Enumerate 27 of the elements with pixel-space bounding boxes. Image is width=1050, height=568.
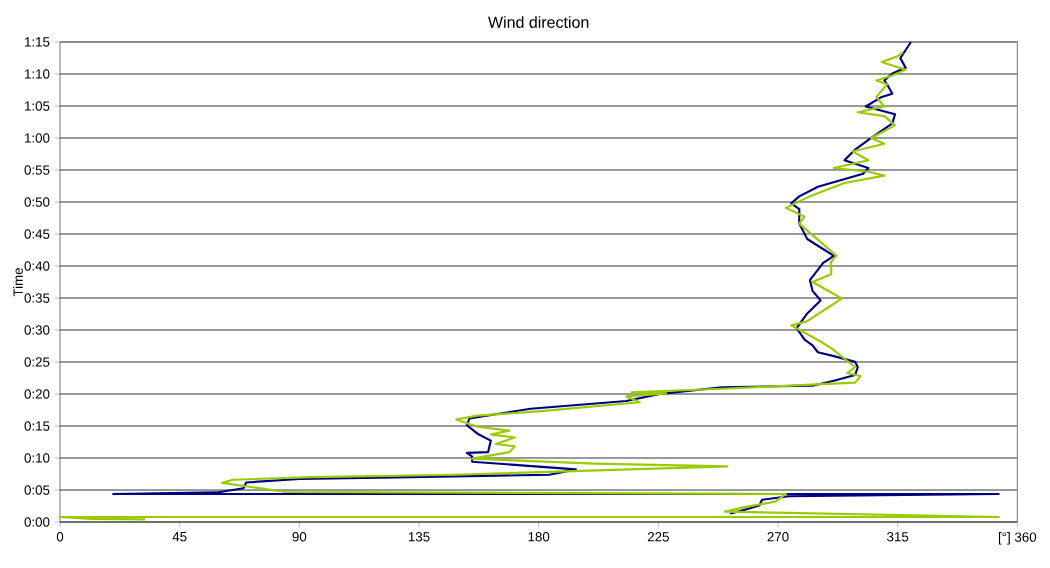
y-tick-label: 0:50 <box>24 197 50 207</box>
y-tick-label: 0:30 <box>24 325 50 335</box>
x-tick-label: 180 <box>528 532 550 542</box>
y-axis-title: Time <box>13 268 23 297</box>
y-tick-label: 1:00 <box>25 133 50 143</box>
x-tick-label: 90 <box>292 532 307 542</box>
y-tick-label: 0:35 <box>24 293 50 303</box>
y-tick-label: 1:05 <box>25 101 50 111</box>
y-tick-label: 0:20 <box>24 389 50 399</box>
x-tick-label: 45 <box>172 532 187 542</box>
y-tick-label: 1:10 <box>25 69 50 79</box>
y-tick-label: 0:25 <box>24 357 50 367</box>
x-tick-label: 0 <box>56 532 64 542</box>
y-tick-label: 0:00 <box>24 517 50 527</box>
x-tick-label: 135 <box>408 532 430 542</box>
y-tick-label: 0:55 <box>24 165 50 175</box>
x-tick-label: [°] 360 <box>998 532 1037 545</box>
y-tick-label: 0:40 <box>24 261 50 271</box>
x-tick-label: 270 <box>767 532 789 542</box>
y-tick-label: 0:10 <box>24 453 50 463</box>
x-tick-label: 225 <box>647 532 669 542</box>
chart-title: Wind direction <box>488 16 589 28</box>
y-tick-label: 1:15 <box>25 37 50 47</box>
y-tick-label: 0:15 <box>24 421 50 431</box>
x-tick-label: 315 <box>887 532 909 542</box>
y-tick-label: 0:45 <box>24 229 50 239</box>
y-tick-label: 0:05 <box>24 485 50 495</box>
